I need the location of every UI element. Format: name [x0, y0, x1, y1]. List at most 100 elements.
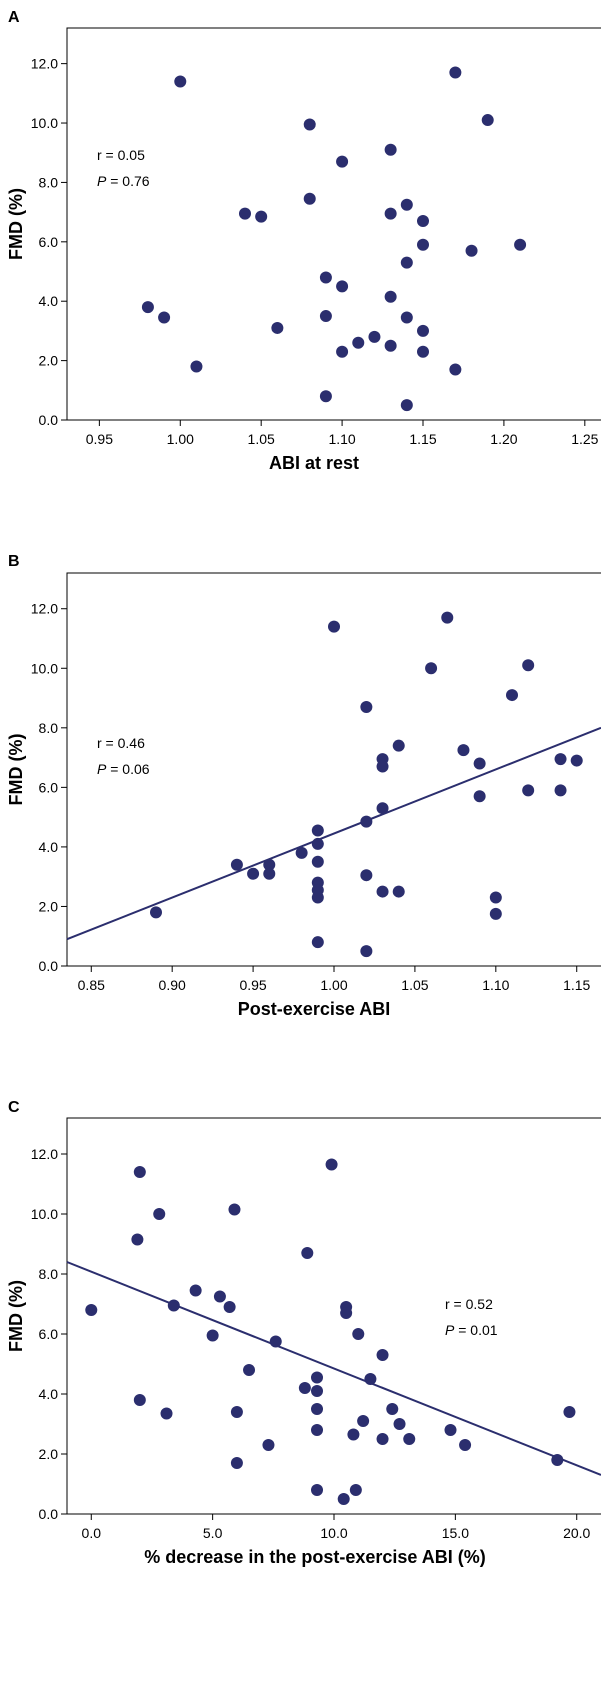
data-point [213, 1290, 226, 1303]
panel-b: B 0.0 2.0 4.0 6.0 8.0 10.0 12.0 0.85 0.90 0.95 1.00… [6, 553, 601, 1019]
data-point [85, 1304, 98, 1316]
data-point [417, 345, 429, 358]
data-point [295, 846, 308, 859]
data-point [386, 1403, 399, 1415]
x-tick-label: 0.95 [86, 431, 113, 447]
stat-p-value: = 0.76 [106, 173, 149, 189]
y-axis-title: FMD (%) [6, 188, 26, 260]
data-point [263, 858, 276, 871]
data-point [133, 1166, 146, 1178]
axis-frame [66, 27, 601, 421]
data-point [457, 744, 470, 757]
y-tick-label: 10.0 [31, 115, 58, 131]
data-point [230, 1406, 243, 1418]
data-point [352, 336, 365, 349]
y-tick-label: 6.0 [39, 234, 59, 250]
data-point [392, 739, 405, 752]
y-tick-label: 8.0 [39, 720, 59, 736]
data-point [384, 207, 397, 220]
x-tick-label: 0.85 [78, 977, 105, 993]
data-point [403, 1433, 416, 1445]
data-point [243, 1364, 256, 1376]
data-point [247, 867, 260, 880]
y-tick-label: 0.0 [39, 412, 59, 428]
data-point [311, 837, 324, 850]
data-point [551, 1454, 564, 1466]
data-point [417, 324, 429, 337]
data-point [400, 399, 413, 412]
x-tick-label: 1.05 [248, 431, 275, 447]
data-point [328, 620, 340, 633]
data-point [554, 784, 567, 797]
y-axis-title: FMD (%) [6, 1280, 26, 1352]
data-point [303, 192, 316, 205]
y-tick-label: 2.0 [39, 353, 59, 369]
data-point [319, 310, 332, 323]
data-point [459, 1439, 472, 1451]
y-tick-label: 4.0 [39, 293, 59, 309]
stat-p-value: = 0.06 [106, 761, 149, 777]
data-point [400, 311, 413, 324]
data-point [174, 75, 187, 88]
data-point [336, 345, 349, 358]
data-point [425, 662, 438, 675]
data-point [133, 1394, 146, 1406]
x-tick-label: 0.90 [159, 977, 186, 993]
x-tick-label: 1.15 [409, 431, 436, 447]
data-point [441, 611, 454, 624]
data-point [150, 906, 162, 919]
x-axis-title: % decrease in the post-exercise ABI (%) [144, 1547, 485, 1567]
stat-p-value: = 0.01 [454, 1322, 497, 1338]
data-point [336, 155, 349, 168]
data-point [360, 815, 373, 828]
y-tick-label: 12.0 [31, 1146, 58, 1162]
data-point [417, 215, 429, 228]
data-point [473, 757, 486, 770]
stat-p-label: P [97, 173, 107, 189]
data-point [384, 143, 397, 156]
data-point [206, 1329, 219, 1342]
y-tick-label: 10.0 [31, 660, 58, 676]
y-tick-label: 8.0 [39, 174, 59, 190]
y-tick-label: 2.0 [39, 898, 59, 914]
data-point [303, 118, 316, 131]
data-point [376, 1433, 389, 1445]
data-point [325, 1158, 338, 1171]
stat-p: P = 0.76 [97, 173, 150, 189]
data-point [449, 66, 462, 79]
data-point [349, 1484, 362, 1496]
panel-a: A 0.0 2.0 4.0 6.0 8.0 10.0 12.0 0.95 1.00 1.05 1.10… [6, 9, 601, 473]
data-point [311, 891, 324, 904]
x-tick-label: 10.0 [320, 1525, 347, 1541]
data-point [376, 802, 389, 815]
data-point [223, 1301, 236, 1313]
data-point [311, 1403, 324, 1415]
data-point [160, 1407, 173, 1420]
panel-c: C 0.0 2.0 4.0 6.0 8.0 10.0 12.0 0.0 5.0 10.0 15.0 20… [6, 1099, 601, 1567]
x-tick-label: 0.0 [82, 1525, 102, 1541]
data-point [489, 907, 502, 920]
x-tick-label: 1.05 [401, 977, 428, 993]
data-point [376, 885, 389, 898]
y-tick-label: 2.0 [39, 1446, 59, 1462]
data-point [301, 1247, 314, 1259]
regression-line [66, 726, 601, 941]
data-point [522, 659, 535, 672]
y-tick-label: 0.0 [39, 1506, 59, 1522]
data-point [400, 256, 413, 269]
data-point [449, 363, 462, 376]
data-point [481, 114, 494, 127]
data-point [298, 1382, 311, 1394]
y-tick-label: 6.0 [39, 1326, 59, 1342]
data-point [384, 339, 397, 352]
stat-r: r = 0.46 [97, 735, 145, 751]
x-tick-label: 1.00 [320, 977, 347, 993]
data-point [444, 1424, 457, 1436]
data-point [153, 1208, 166, 1220]
data-point [352, 1328, 365, 1340]
data-point [190, 360, 203, 373]
data-point [465, 244, 478, 257]
data-point [319, 271, 332, 284]
y-tick-label: 8.0 [39, 1266, 59, 1282]
data-point [360, 869, 373, 882]
